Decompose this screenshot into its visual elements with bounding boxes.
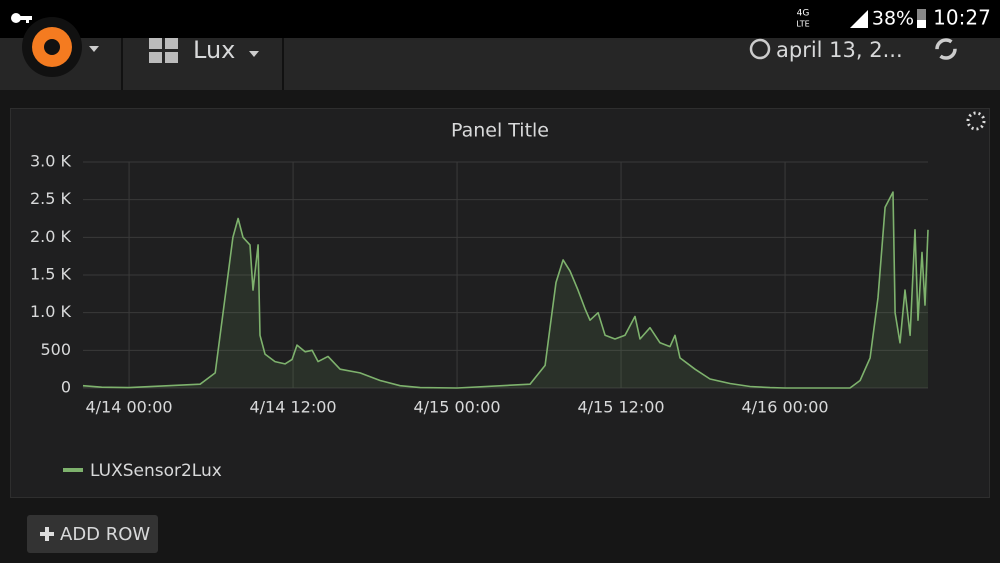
x-tick-label: 4/15 12:00 [577,398,664,417]
panel-title[interactable]: Panel Title [451,120,549,142]
y-tick-label: 2.0 K [30,227,72,246]
battery-icon [917,9,926,28]
y-tick-label: 2.5 K [30,189,72,208]
x-tick-label: 4/15 00:00 [413,398,500,417]
signal-icon [850,10,868,28]
refresh-icon[interactable] [935,38,957,60]
series-area [83,192,928,388]
dashboard-title[interactable]: Lux [193,36,235,64]
time-range[interactable]: april 13, 2... [776,38,903,62]
logo-caret [89,46,99,52]
y-tick-label: 500 [40,340,71,359]
network-sub: LTE [796,20,809,29]
x-tick-label: 4/14 00:00 [85,398,172,417]
panel [10,108,990,498]
x-tick-label: 4/16 00:00 [741,398,828,417]
clock: 10:27 [933,6,991,30]
y-tick-label: 0 [61,378,71,397]
loading-spinner [966,111,986,131]
y-tick-label: 3.0 K [30,152,72,171]
legend-label[interactable]: LUXSensor2Lux [90,461,222,481]
series-line [82,191,929,389]
key-icon [11,13,32,23]
plot: 0 500 1.0 K 1.5 K 2.0 K 2.5 K 3.0 K 4/14 00:00 4… [30,152,929,481]
legend-swatch [63,468,83,472]
dashboard-caret [249,51,259,57]
logo-center [44,39,60,55]
clock-icon [749,38,771,60]
x-tick-label: 4/14 12:00 [249,398,336,417]
add-row-label: ADD ROW [60,524,150,545]
status-bar [0,0,1000,38]
network-type: 4G [797,9,810,19]
dashboard-icon [149,38,178,63]
y-tick-label: 1.5 K [30,265,72,284]
y-tick-label: 1.0 K [30,302,72,321]
add-row-button[interactable] [27,515,158,553]
plus-icon [40,527,54,541]
battery-level: 38% [872,8,914,30]
